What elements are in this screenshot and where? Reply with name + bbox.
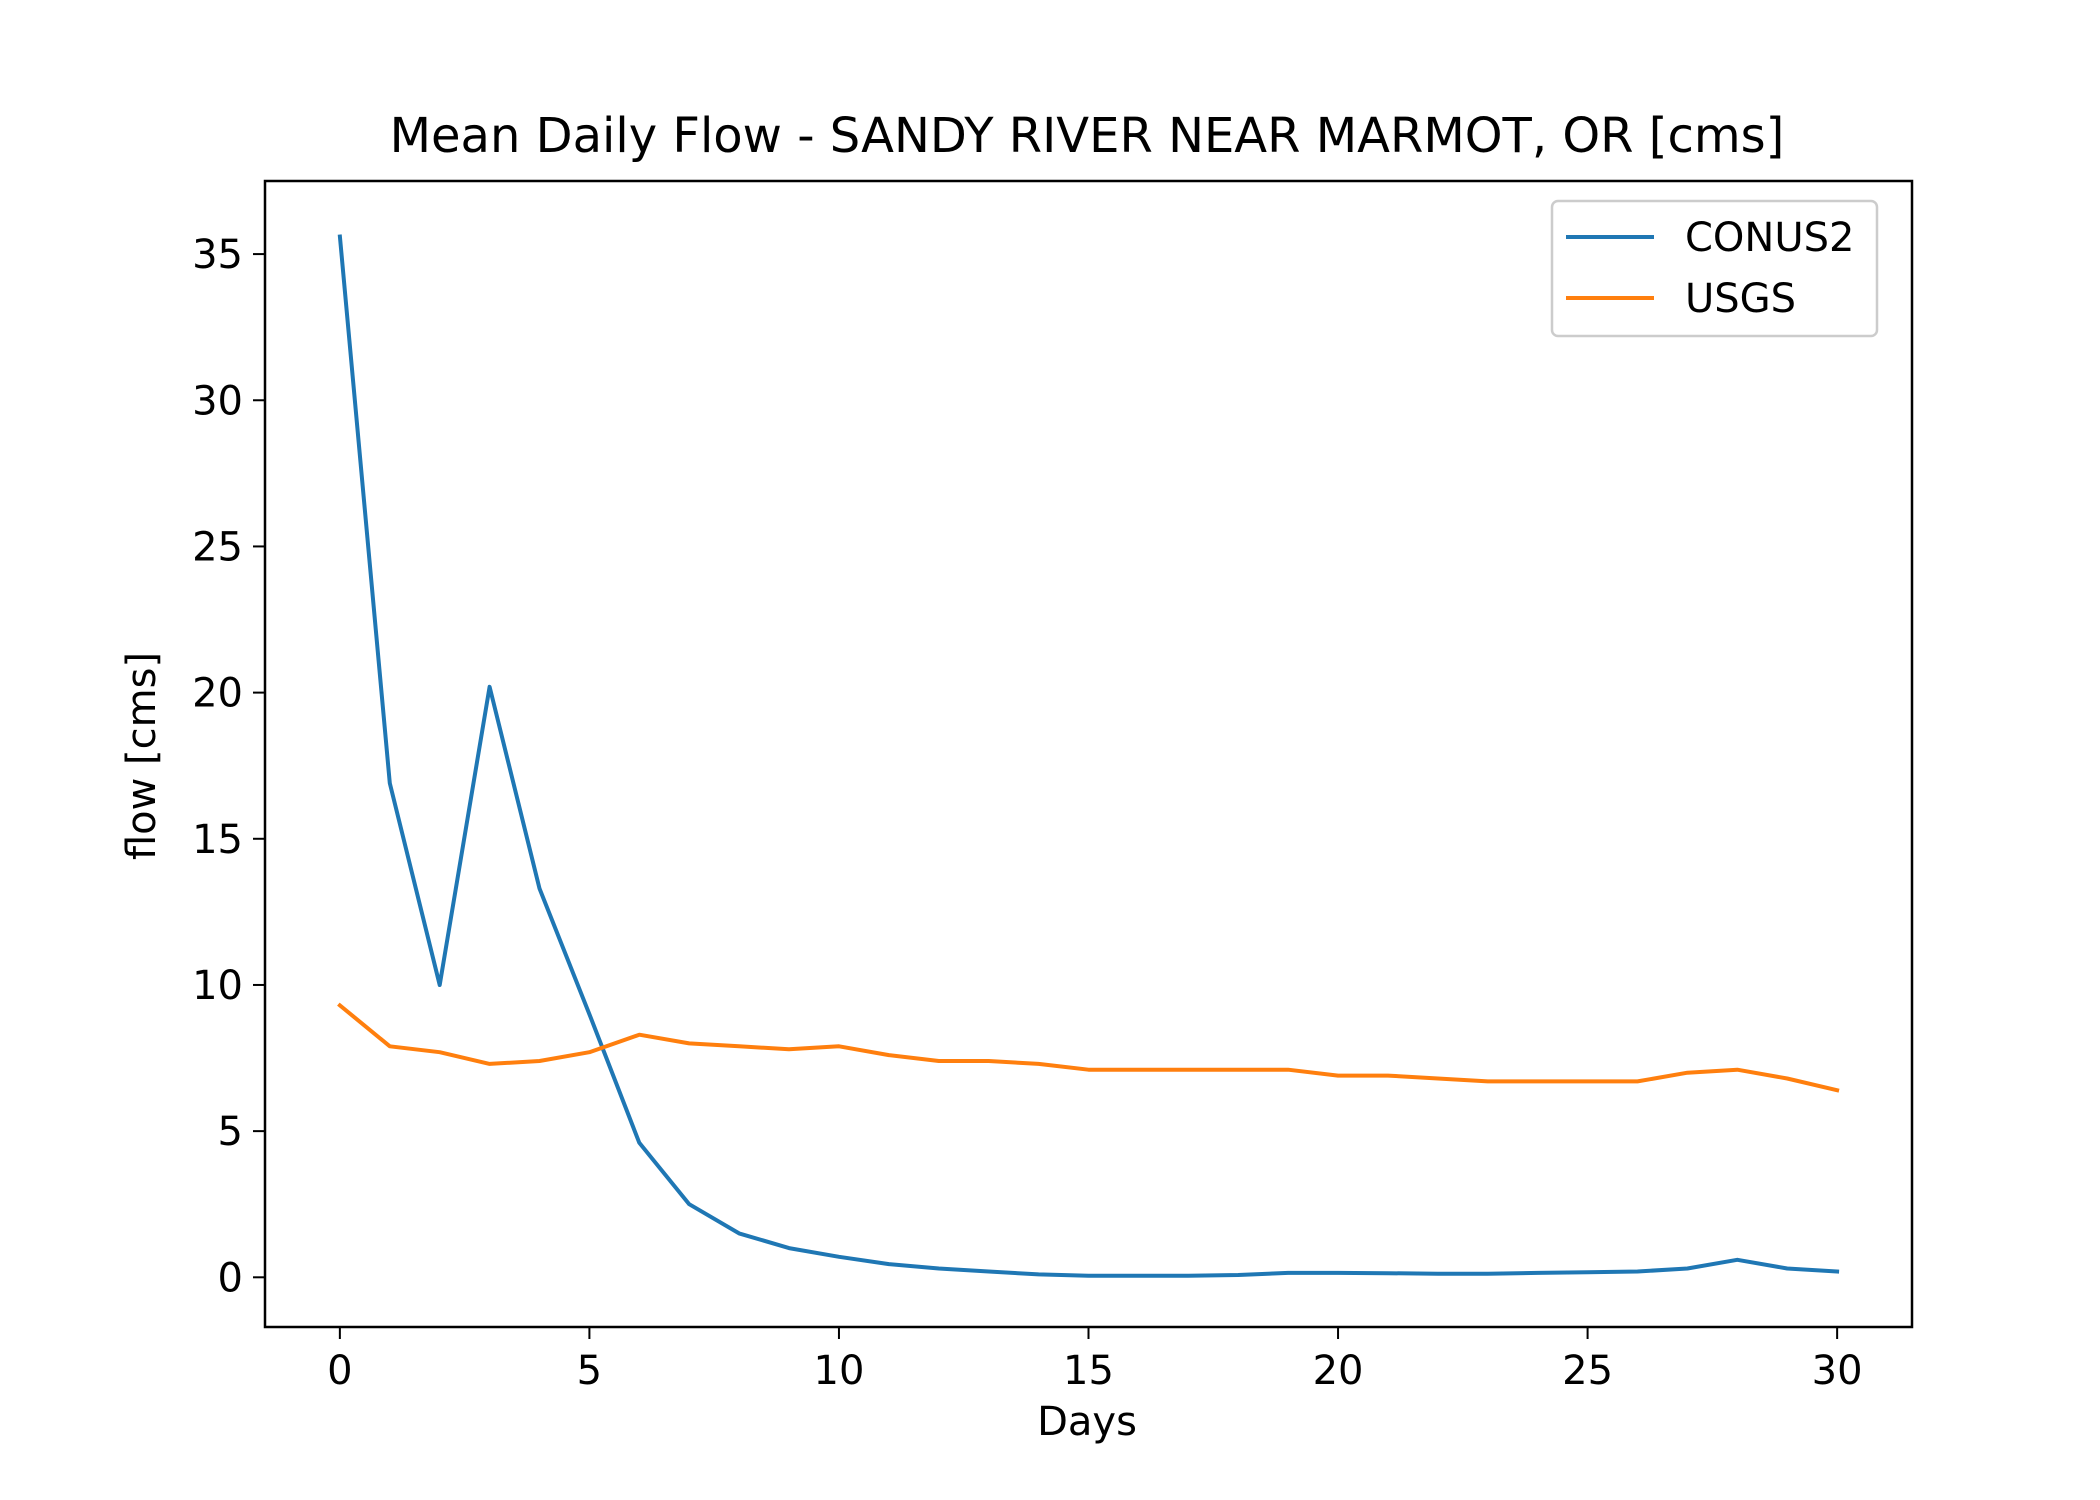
x-tick-label-30: 30 [1812,1348,1863,1394]
series-line-usgs [337,1002,1840,1093]
x-tick-label-15: 15 [1063,1348,1114,1394]
legend: CONUS2 USGS [1550,199,1879,338]
y-tick-label-0: 0 [218,1255,243,1301]
chart-title: Mean Daily Flow - SANDY RIVER NEAR MARMO… [390,108,1785,164]
series-line-conus2 [337,234,1840,1278]
y-tick-label-10: 10 [192,963,243,1009]
x-tick-label-20: 20 [1313,1348,1364,1394]
x-axis-label: Days [1037,1399,1137,1445]
x-tick-label-5: 5 [577,1348,602,1394]
y-axis-label: flow [cms] [119,652,165,860]
y-tick-label-20: 20 [192,671,243,717]
x-tick-label-25: 25 [1562,1348,1613,1394]
y-tick-label-5: 5 [218,1109,243,1155]
legend-label-conus2: CONUS2 [1685,215,1854,261]
y-tick-label-25: 25 [192,524,243,570]
y-tick-label-15: 15 [192,817,243,863]
legend-box [1550,199,1879,338]
y-tick-label-30: 30 [192,378,243,424]
legend-label-usgs: USGS [1685,276,1796,322]
x-tick-label-0: 0 [327,1348,352,1394]
plot-frame [263,179,1914,1329]
x-tick-label-10: 10 [814,1348,865,1394]
y-tick-label-35: 35 [192,232,243,278]
